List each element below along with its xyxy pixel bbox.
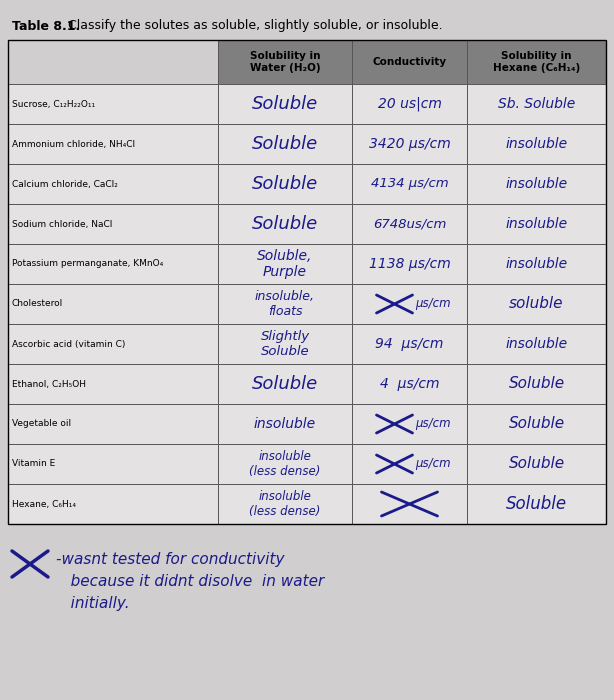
- Text: Soluble: Soluble: [252, 375, 318, 393]
- Text: insoluble: insoluble: [505, 217, 567, 231]
- Text: because it didnt disolve  in water: because it didnt disolve in water: [56, 574, 324, 589]
- Text: Soluble: Soluble: [252, 175, 318, 193]
- Text: Calcium chloride, CaCl₂: Calcium chloride, CaCl₂: [12, 179, 118, 188]
- Text: soluble: soluble: [509, 297, 564, 312]
- Bar: [8, 284, 606, 324]
- Text: 1138 μs/cm: 1138 μs/cm: [368, 257, 451, 271]
- Bar: [8, 324, 606, 364]
- Text: 4134 μs/cm: 4134 μs/cm: [371, 178, 448, 190]
- Text: Soluble: Soluble: [506, 495, 567, 513]
- Text: Ascorbic acid (vitamin C): Ascorbic acid (vitamin C): [12, 340, 125, 349]
- Bar: [8, 404, 606, 444]
- Text: 20 us|cm: 20 us|cm: [378, 97, 441, 111]
- Text: Sodium chloride, NaCl: Sodium chloride, NaCl: [12, 220, 112, 228]
- Text: Soluble: Soluble: [252, 215, 318, 233]
- Text: insoluble,
floats: insoluble, floats: [255, 290, 315, 318]
- Text: Soluble: Soluble: [508, 456, 564, 472]
- Text: Ammonium chloride, NH₄Cl: Ammonium chloride, NH₄Cl: [12, 139, 135, 148]
- Text: insoluble: insoluble: [505, 337, 567, 351]
- Text: Slightly
Soluble: Slightly Soluble: [260, 330, 309, 358]
- Bar: [8, 40, 606, 524]
- Bar: [8, 484, 606, 524]
- Bar: [8, 364, 606, 404]
- Text: Soluble: Soluble: [252, 135, 318, 153]
- Text: 4  μs/cm: 4 μs/cm: [379, 377, 439, 391]
- Text: insoluble
(less dense): insoluble (less dense): [249, 450, 321, 478]
- Text: Table 8.1.: Table 8.1.: [12, 20, 80, 32]
- Bar: [8, 124, 606, 164]
- Bar: [218, 40, 606, 84]
- Text: -wasnt tested for conductivity: -wasnt tested for conductivity: [56, 552, 284, 567]
- Text: Sb. Soluble: Sb. Soluble: [498, 97, 575, 111]
- Text: Vegetable oil: Vegetable oil: [12, 419, 71, 428]
- Text: Potassium permanganate, KMnO₄: Potassium permanganate, KMnO₄: [12, 260, 163, 269]
- Text: μs/cm: μs/cm: [416, 458, 451, 470]
- Text: insoluble
(less dense): insoluble (less dense): [249, 490, 321, 518]
- Text: μs/cm: μs/cm: [416, 298, 451, 311]
- Text: insoluble: insoluble: [505, 257, 567, 271]
- Text: μs/cm: μs/cm: [416, 417, 451, 430]
- Text: insoluble: insoluble: [254, 417, 316, 431]
- Text: Solubility in
Water (H₂O): Solubility in Water (H₂O): [250, 51, 321, 73]
- Bar: [8, 204, 606, 244]
- Text: Soluble,
Purple: Soluble, Purple: [257, 249, 313, 279]
- Bar: [8, 444, 606, 484]
- Text: Soluble: Soluble: [252, 95, 318, 113]
- Text: Soluble: Soluble: [508, 377, 564, 391]
- Text: insoluble: insoluble: [505, 137, 567, 151]
- Text: Vitamin E: Vitamin E: [12, 459, 55, 468]
- Text: Ethanol, C₂H₅OH: Ethanol, C₂H₅OH: [12, 379, 86, 389]
- Text: Soluble: Soluble: [508, 416, 564, 431]
- Bar: [8, 164, 606, 204]
- Text: initially.: initially.: [56, 596, 130, 611]
- Bar: [8, 84, 606, 124]
- Text: insoluble: insoluble: [505, 177, 567, 191]
- Text: Solubility in
Hexane (C₆H₁₄): Solubility in Hexane (C₆H₁₄): [493, 51, 580, 73]
- Text: Hexane, C₆H₁₄: Hexane, C₆H₁₄: [12, 500, 76, 508]
- Text: 3420 μs/cm: 3420 μs/cm: [368, 137, 451, 151]
- Text: 94  μs/cm: 94 μs/cm: [375, 337, 444, 351]
- Text: 6748us/cm: 6748us/cm: [373, 218, 446, 230]
- Bar: [8, 244, 606, 284]
- Text: Conductivity: Conductivity: [373, 57, 446, 67]
- Text: Cholesterol: Cholesterol: [12, 300, 63, 309]
- Text: Sucrose, C₁₂H₂₂O₁₁: Sucrose, C₁₂H₂₂O₁₁: [12, 99, 95, 108]
- Text: Classify the solutes as soluble, slightly soluble, or insoluble.: Classify the solutes as soluble, slightl…: [64, 20, 443, 32]
